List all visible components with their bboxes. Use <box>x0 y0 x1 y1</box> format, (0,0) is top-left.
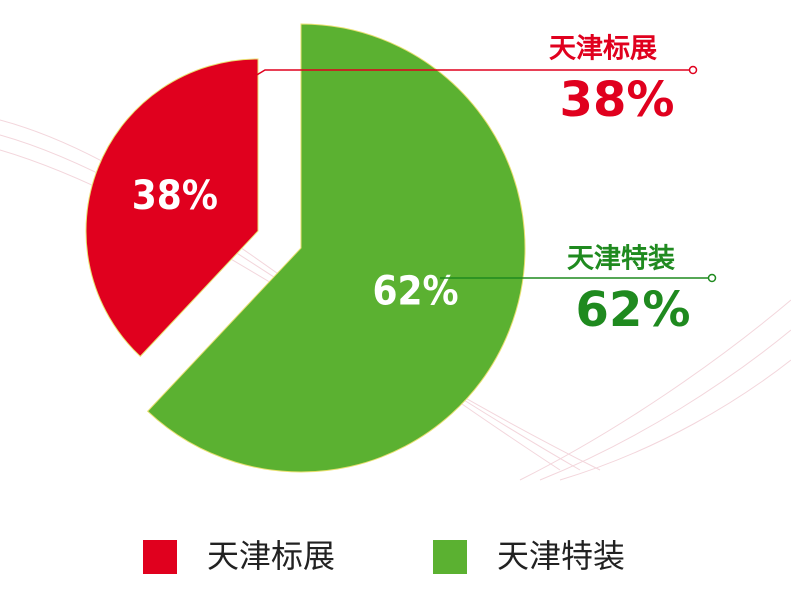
callout-name: 天津特装 <box>567 244 675 275</box>
legend-swatch <box>433 540 467 574</box>
pie-slice <box>85 58 259 358</box>
callout-dot <box>707 273 717 283</box>
slice-label: 38% <box>132 173 218 219</box>
legend-label: 天津标展 <box>207 537 335 575</box>
slice-label: 62% <box>372 268 458 314</box>
labels: 62% 38% 天津标展 38% 天津特装 62% <box>132 34 717 338</box>
pie-slice <box>146 23 526 473</box>
callout-value: 62% <box>576 282 691 338</box>
callout-name: 天津标展 <box>549 34 657 65</box>
pie <box>85 23 526 473</box>
legend-label: 天津特装 <box>497 537 625 575</box>
legend-swatch <box>143 540 177 574</box>
callout-dot <box>688 65 698 75</box>
callout-line <box>194 69 693 113</box>
callout-value: 38% <box>560 72 675 128</box>
